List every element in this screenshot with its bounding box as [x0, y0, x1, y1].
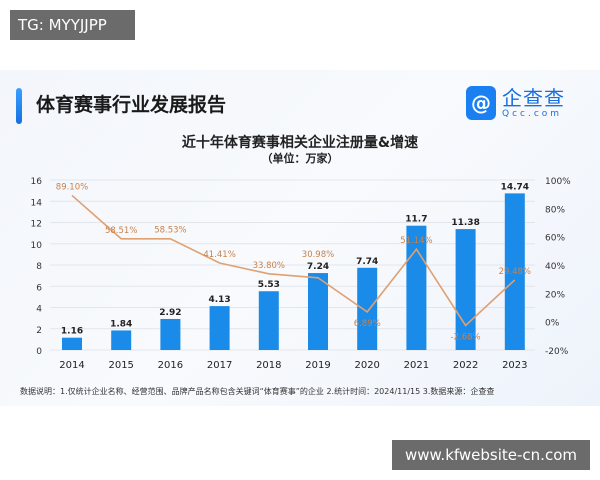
y-left-tick: 0	[36, 347, 42, 357]
y-right-tick: -20%	[545, 347, 569, 357]
x-tick: 2016	[158, 360, 183, 371]
bar-label: 1.84	[110, 319, 132, 329]
bar-label: 14.74	[501, 182, 529, 192]
qcc-logo: @ 企查查 Qcc.com	[466, 86, 565, 120]
y-right-tick: 60%	[545, 234, 565, 244]
bar-label: 4.13	[208, 295, 230, 305]
bar	[258, 291, 279, 350]
line-label: 89.10%	[56, 182, 88, 192]
growth-line	[71, 194, 516, 327]
line-label: 41.41%	[203, 250, 235, 260]
bar	[308, 273, 328, 350]
line-label: 6.89%	[354, 319, 381, 329]
bar	[357, 267, 378, 350]
bar-label: 1.16	[61, 327, 83, 337]
line-label: 29.48%	[499, 267, 531, 277]
line-label: 58.53%	[154, 226, 186, 236]
y-left-tick: 6	[36, 283, 42, 293]
x-tick: 2015	[108, 360, 133, 371]
bar-label: 5.53	[258, 280, 280, 290]
bar-label: 2.92	[159, 308, 181, 318]
title-accent-bar	[16, 88, 22, 124]
y-right-tick: 40%	[545, 262, 565, 272]
x-tick: 2021	[404, 360, 429, 371]
x-tick: 2018	[256, 360, 281, 371]
line-label: 58.51%	[105, 226, 137, 236]
x-tick: 2022	[453, 360, 478, 371]
x-tick: 2014	[59, 360, 84, 371]
x-tick: 2020	[354, 360, 379, 371]
bar-label: 11.7	[405, 215, 427, 225]
y-left-tick: 4	[36, 305, 42, 315]
bar	[504, 193, 525, 350]
y-right-tick: 80%	[545, 205, 565, 215]
bar	[62, 337, 82, 350]
logo-cn: 企查查	[502, 86, 565, 110]
report-title: 体育赛事行业发展报告	[36, 94, 227, 116]
y-left-tick: 10	[31, 241, 43, 251]
chart-title: 近十年体育赛事相关企业注册量&增速	[181, 135, 419, 151]
bar	[209, 306, 230, 350]
y-left-tick: 2	[36, 326, 42, 336]
bar-label: 7.74	[356, 257, 378, 267]
watermark-bottom: www.kfwebsite-cn.com	[392, 440, 590, 470]
y-right-tick: 100%	[545, 177, 571, 187]
bar	[111, 330, 132, 350]
y-right-tick: 0%	[545, 319, 560, 329]
line-label: 30.98%	[302, 250, 334, 260]
data-note: 数据说明：1.仅统计企业名称、经营范围、品牌产品名称包含关键词“体育赛事”的企业…	[20, 387, 495, 396]
y-left-tick: 8	[36, 262, 42, 272]
watermark-top: TG: MYYJJPP	[10, 10, 135, 40]
bar-label: 11.38	[451, 218, 479, 228]
y-right-tick: 20%	[545, 290, 565, 300]
y-left-tick: 14	[31, 198, 43, 208]
bar	[160, 318, 181, 350]
bar-label: 7.24	[307, 262, 329, 272]
x-tick: 2023	[502, 360, 527, 371]
line-label: 33.80%	[253, 261, 285, 271]
line-label: -2.68%	[451, 332, 481, 342]
y-left-tick: 12	[31, 220, 42, 230]
line-label: 51.14%	[400, 236, 432, 246]
chart-subtitle: （单位：万家）	[261, 152, 339, 165]
logo-en: Qcc.com	[502, 109, 563, 119]
qcc-logo-icon: @	[466, 86, 496, 120]
y-left-tick: 16	[31, 177, 43, 187]
x-tick: 2019	[305, 360, 330, 371]
x-tick: 2017	[207, 360, 232, 371]
